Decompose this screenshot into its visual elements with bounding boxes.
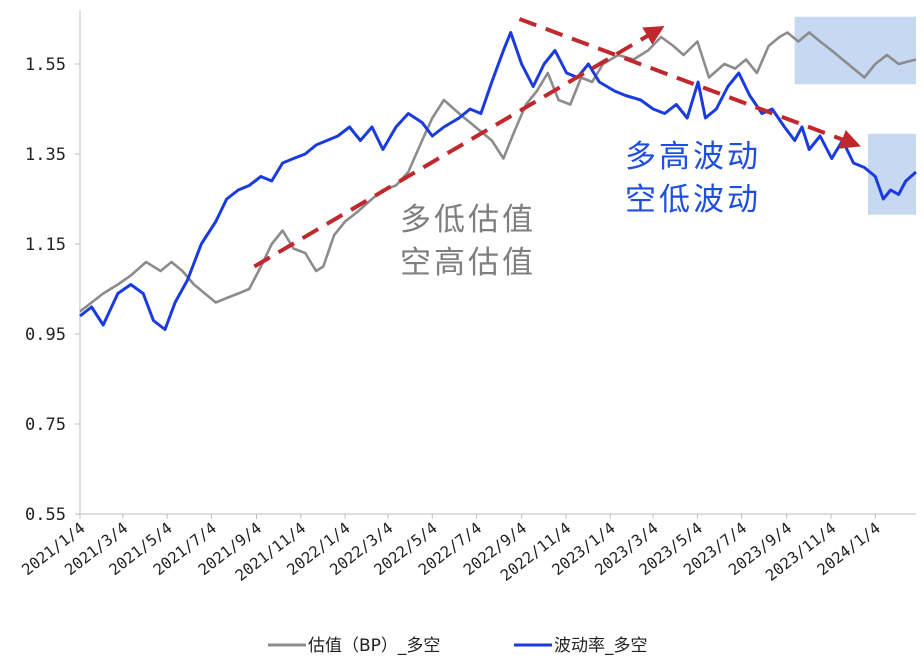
arrow-valuation-trend — [253, 25, 665, 269]
y-tick-label: 1.55 — [25, 55, 66, 75]
y-tick-label: 0.75 — [25, 415, 66, 435]
annotation-text: 多低估值 — [400, 202, 536, 238]
series-line-valuation — [79, 31, 917, 313]
tick-labels: 0.550.750.951.151.351.552021/1/42021/3/4… — [19, 55, 884, 585]
series-line-volatility — [79, 31, 917, 331]
highlight-valuation-tail — [794, 16, 916, 85]
y-tick-label: 0.55 — [25, 505, 66, 525]
annotation-text: 多高波动 — [625, 139, 761, 175]
trend-arrows — [253, 17, 861, 269]
legend-label-volatility: 波动率_多空 — [554, 636, 648, 656]
highlight-volatility-tail — [868, 133, 916, 215]
annotation-text: 空低波动 — [625, 182, 761, 218]
arrow-volatility-trend — [518, 17, 861, 149]
y-tick-label: 0.95 — [25, 325, 66, 345]
legend: 估值（BP）_多空 波动率_多空 — [268, 636, 648, 656]
y-tick-label: 1.15 — [25, 235, 66, 255]
y-tick-label: 1.35 — [25, 145, 66, 165]
series-lines — [79, 31, 917, 331]
legend-label-valuation: 估值（BP）_多空 — [308, 636, 440, 656]
axes — [75, 10, 916, 519]
highlight-regions — [794, 16, 916, 215]
annotation-text: 空高估值 — [400, 245, 536, 281]
